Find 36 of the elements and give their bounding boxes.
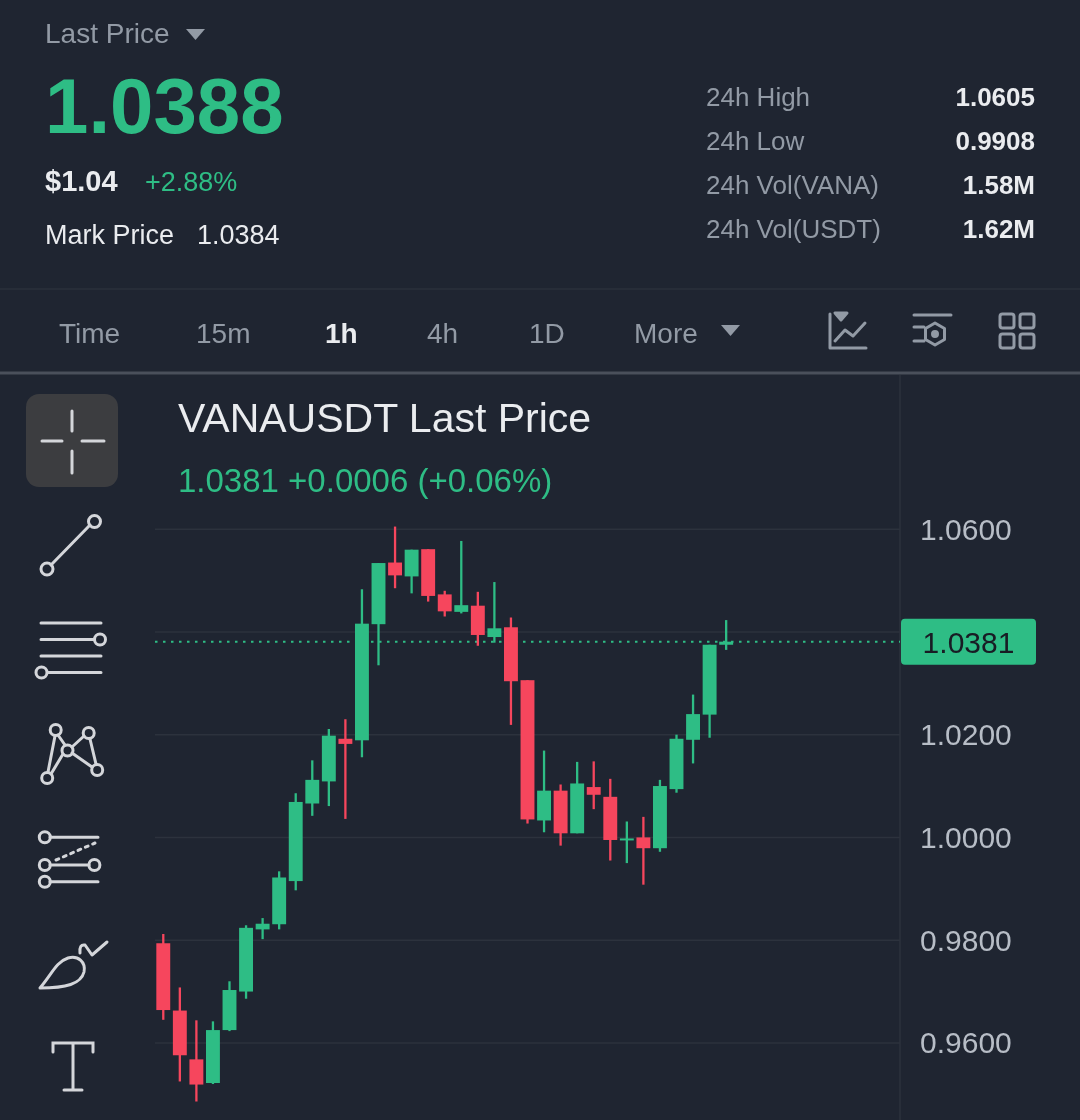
text: 24h Vol(VANA) bbox=[706, 170, 879, 200]
y-tick-label: 0.9600 bbox=[920, 1026, 1012, 1060]
candlestick bbox=[636, 815, 651, 886]
text: 1.62M bbox=[962, 214, 1035, 244]
text: 24h High bbox=[706, 82, 811, 112]
text: 1.58M bbox=[962, 170, 1035, 200]
y-tick-label: 1.0600 bbox=[920, 512, 1012, 546]
text: 1D bbox=[529, 318, 565, 349]
text: 1.0388 bbox=[45, 62, 284, 150]
text: 1h bbox=[325, 318, 358, 349]
text: Last Price bbox=[45, 18, 170, 49]
text: 1.0381 +0.0006 (+0.06%) bbox=[178, 462, 553, 499]
y-tick-label: 1.0200 bbox=[920, 718, 1012, 752]
text: Mark Price bbox=[45, 220, 175, 250]
candlestick bbox=[586, 760, 601, 811]
y-tick-label: 0.9800 bbox=[920, 923, 1012, 957]
ref-line-label: 1.0381 bbox=[922, 625, 1015, 659]
candlestick bbox=[305, 759, 320, 817]
text: 24h Low bbox=[706, 126, 805, 156]
text: 1.0605 bbox=[955, 82, 1035, 112]
candlestick bbox=[338, 718, 353, 821]
text: More bbox=[634, 318, 698, 349]
text: VANAUSDT Last Price bbox=[178, 395, 592, 441]
candlestick bbox=[454, 539, 469, 615]
text: 4h bbox=[427, 318, 459, 349]
text: 15m bbox=[196, 318, 251, 349]
text: $1.04 bbox=[45, 165, 118, 197]
text: 24h Vol(USDT) bbox=[706, 214, 881, 244]
text: 1.0384 bbox=[197, 220, 280, 250]
text: +2.88% bbox=[145, 167, 238, 197]
y-tick-label: 1.0000 bbox=[920, 820, 1012, 854]
candlestick bbox=[388, 525, 403, 590]
text: Time bbox=[59, 318, 121, 349]
candlestick bbox=[437, 589, 452, 618]
candlestick bbox=[619, 820, 634, 865]
text: 0.9908 bbox=[955, 126, 1035, 156]
